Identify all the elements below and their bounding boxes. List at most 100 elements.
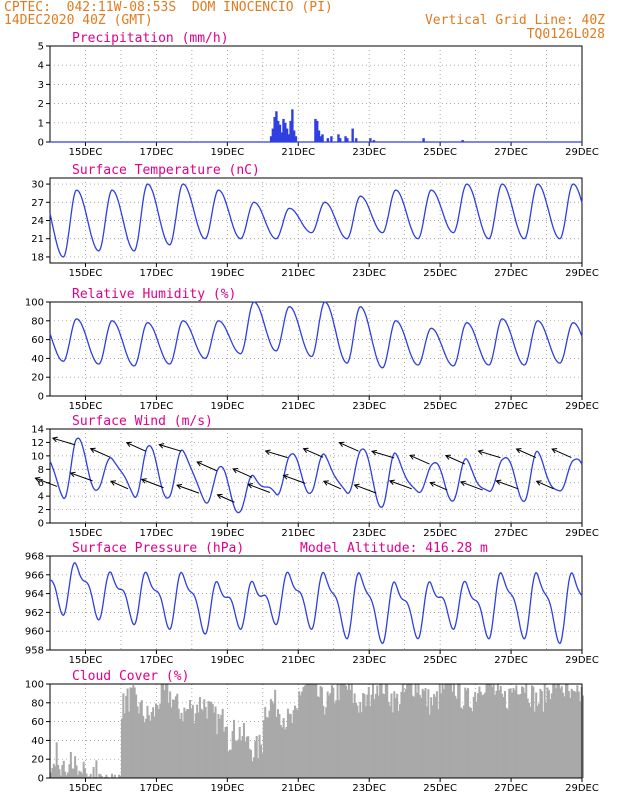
cloud-bar xyxy=(553,684,556,778)
cloud-bar xyxy=(552,684,555,778)
cloud-bar xyxy=(390,693,393,778)
cloud-bar xyxy=(125,695,128,778)
cloud-bar xyxy=(369,706,372,778)
wind-arrow-head xyxy=(322,480,329,486)
cloud-bar xyxy=(499,686,502,778)
cloud-bar xyxy=(464,687,467,778)
panel-1-xtick-label: 23DEC xyxy=(352,147,386,158)
cloud-bar xyxy=(451,691,454,778)
panel-6-ytick-label: 40 xyxy=(31,736,44,747)
precip-bar xyxy=(330,136,333,142)
cloud-bar xyxy=(420,697,423,778)
cloud-bar xyxy=(296,709,299,778)
wind-arrow xyxy=(323,480,342,490)
cloud-bar xyxy=(377,695,380,778)
panel-4-xtick-label: 19DEC xyxy=(210,528,244,539)
cloud-bar xyxy=(52,763,55,778)
panel-3-xtick-label: 19DEC xyxy=(210,401,244,412)
precip-bar xyxy=(422,138,425,142)
cloud-bar xyxy=(303,685,306,778)
cloud-bar xyxy=(225,726,228,778)
panel-2-xtick-label: 15DEC xyxy=(69,268,103,279)
cloud-bar xyxy=(119,775,122,778)
panel-4-ytick-label: 14 xyxy=(31,425,44,436)
cloud-bar xyxy=(523,692,526,778)
cloud-bar xyxy=(540,691,543,778)
cloud-bar xyxy=(257,758,260,778)
cloud-bar xyxy=(498,690,501,778)
cloud-bar xyxy=(248,748,251,778)
cloud-bar xyxy=(424,688,427,778)
wind-arrow xyxy=(232,468,253,478)
panel-4-xtick-label: 27DEC xyxy=(494,528,528,539)
cloud-bar xyxy=(403,692,406,778)
precip-bar xyxy=(314,118,317,142)
cloud-bar xyxy=(462,705,465,778)
cloud-bar xyxy=(278,713,281,778)
cloud-bar xyxy=(99,774,102,778)
cloud-bar xyxy=(516,694,519,778)
cloud-bar xyxy=(549,699,552,778)
cloud-bar xyxy=(313,684,316,778)
wind-arrow-head xyxy=(409,454,416,460)
panel-6-ytick-label: 100 xyxy=(25,680,44,691)
cloud-bar xyxy=(322,705,325,778)
cloud-bar xyxy=(316,696,319,778)
cloud-bar xyxy=(332,687,335,778)
cloud-bar xyxy=(61,765,64,778)
cloud-bar xyxy=(515,685,518,778)
cloud-bar xyxy=(130,688,133,778)
cloud-bar xyxy=(286,708,289,778)
panel-3-xtick-label: 21DEC xyxy=(281,401,315,412)
cloud-bar xyxy=(301,691,304,778)
cloud-bar xyxy=(567,691,570,778)
panel-3-ytick-label: 40 xyxy=(31,354,44,365)
cloud-bar xyxy=(566,684,569,778)
cloud-bar xyxy=(533,711,536,778)
wind-arrow xyxy=(496,480,519,490)
cloud-bar xyxy=(342,684,345,778)
cloud-bar xyxy=(238,726,241,778)
panel-4-xtick-label: 23DEC xyxy=(352,528,386,539)
wind-arrow-head xyxy=(459,480,466,487)
panel-1-ytick-label: 2 xyxy=(38,99,44,110)
cloud-bar xyxy=(81,773,84,778)
cloud-bar xyxy=(265,716,268,778)
cloud-bar xyxy=(203,699,206,778)
wind-arrow xyxy=(70,472,93,482)
wind-arrow-head xyxy=(477,449,484,455)
cloud-bar xyxy=(397,710,400,778)
cloud-bar xyxy=(291,722,294,778)
cloud-bar xyxy=(88,776,91,778)
cloud-bar xyxy=(228,749,231,778)
wind-arrow-head xyxy=(247,483,254,489)
wind-arrow xyxy=(90,448,111,458)
panel-5-xtick-label: 15DEC xyxy=(69,655,103,666)
wind-arrow xyxy=(196,461,217,472)
cloud-bar xyxy=(431,705,434,778)
panel-2-xtick-label: 19DEC xyxy=(210,268,244,279)
cloud-bar xyxy=(149,720,152,778)
cloud-bar xyxy=(357,712,360,778)
panel-5-xtick-label: 19DEC xyxy=(210,655,244,666)
wind-arrow xyxy=(141,478,164,489)
cloud-bar xyxy=(231,731,234,778)
cloud-bar xyxy=(325,707,328,778)
precip-bar xyxy=(369,138,372,142)
cloud-bar xyxy=(193,723,196,778)
cloud-bar xyxy=(206,718,209,778)
panel-3-ytick-label: 80 xyxy=(31,316,44,327)
cloud-bar xyxy=(62,760,65,778)
cloud-bar xyxy=(288,713,291,778)
cloud-bar xyxy=(364,706,367,778)
cloud-bar xyxy=(570,688,573,778)
wind-arrow xyxy=(460,481,483,491)
cloud-bar xyxy=(391,712,394,778)
header-date: 14DEC2020 40Z (GMT) xyxy=(4,13,153,28)
cloud-bar xyxy=(172,699,175,778)
panel-3-xtick-label: 23DEC xyxy=(352,401,386,412)
cloud-bar xyxy=(254,741,257,778)
wind-arrow-head xyxy=(515,448,522,454)
cloud-bar xyxy=(538,703,541,778)
cloud-bar xyxy=(576,685,579,778)
